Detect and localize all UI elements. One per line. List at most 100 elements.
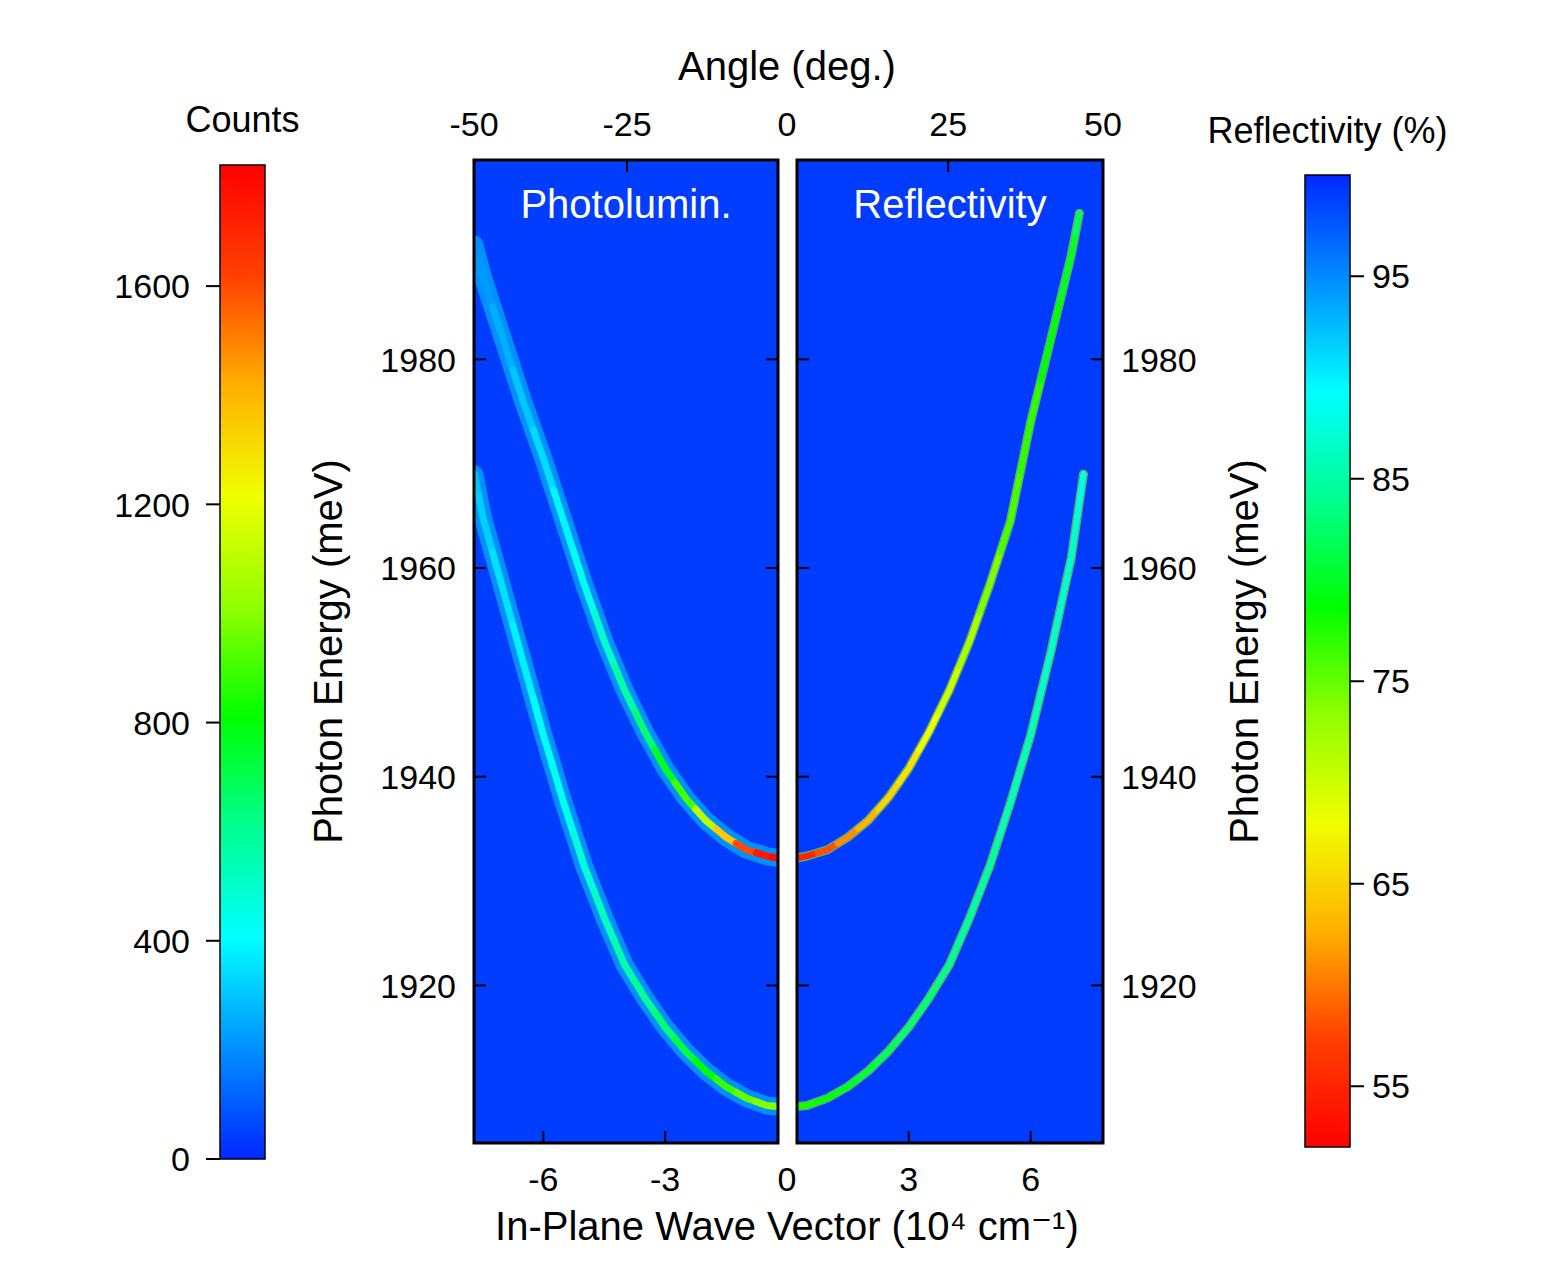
curve-segment [594,892,614,942]
curve-segment [675,1039,695,1061]
curve-segment [1061,234,1075,297]
curve-segment [478,260,492,307]
colorbar-tick-label: 800 [133,704,190,742]
curve-segment [716,829,736,844]
y-axis-title: Photon Energy (meV) [306,459,350,844]
y-tick [797,358,809,360]
curve-segment [655,1013,675,1040]
x-tick [542,1131,544,1143]
x-tick-label: -3 [650,1160,680,1198]
y-tick [766,776,778,778]
curve-halo [797,474,1083,1106]
curve-segment [960,892,980,942]
x2-axis-title: Angle (deg.) [678,44,896,88]
colorbar-tick-label: 95 [1372,257,1410,295]
curve-segment [980,834,1000,891]
curve-segment [696,1061,716,1079]
colorbar-tick [206,503,220,505]
colorbar-title: Counts [185,99,299,140]
curve-segment [919,711,939,750]
colorbar-tick-label: 75 [1372,662,1410,700]
colorbar-tick [1350,478,1364,480]
panel-title: Photolumin. [520,182,731,226]
y-tick-label: 1960 [1121,549,1197,587]
colorbar [1305,175,1350,1147]
colorbar-tick [206,940,220,942]
x-tick-label: 6 [1021,1160,1040,1198]
colorbar-tick [206,285,220,287]
x-tick-label: -6 [528,1160,558,1198]
y-tick [474,984,486,986]
curve-segment [817,844,837,853]
curve-segment [899,750,919,783]
curve-segment [899,1013,919,1040]
x2-tick-label: 0 [777,105,796,143]
curve-segment [594,612,614,665]
curve-segment [878,1039,898,1061]
background [474,160,778,1143]
curve-segment [493,307,513,370]
chart: Photolumin.Reflectivity19201920194019401… [0,0,1546,1271]
curve-segment [1021,380,1041,471]
curve-halo [474,245,778,859]
colorbar-tick-label: 1200 [114,486,190,524]
y-tick [474,358,486,360]
y-tick-label: 1940 [1121,758,1197,796]
colorbar-tick [1350,275,1364,277]
background [797,160,1103,1143]
curve-segment [513,370,533,430]
curve-segment [574,834,594,891]
x2-tick [626,160,628,172]
y-tick [474,776,486,778]
curve-segment [1000,769,1020,834]
colorbar-tick-label: 65 [1372,865,1410,903]
curve-halo [797,213,1079,858]
colorbar-tick-label: 1600 [114,267,190,305]
curve-segment [533,430,553,490]
colorbar-tick [206,722,220,724]
colorbar-tick [206,1158,220,1160]
plot-area [474,160,778,1143]
curve-segment [838,829,858,844]
x2-tick-label: 25 [929,105,967,143]
colorbar-tick [1350,680,1364,682]
curve-segment [838,1079,858,1093]
curve-segment [574,552,594,612]
x2-tick-label: -50 [449,105,498,143]
y-tick [1091,567,1103,569]
y-tick [766,984,778,986]
curve-segment [554,769,574,834]
y-tick [766,567,778,569]
x-tick [664,1131,666,1143]
curve-segment [614,941,634,981]
panel-frame [797,160,1103,1143]
colorbar-tick-label: 400 [133,922,190,960]
y-tick [766,358,778,360]
curve-segment [858,809,878,829]
curve-segment [919,981,939,1012]
y-tick [797,567,809,569]
curve-segment [675,783,695,809]
x2-tick [473,160,475,172]
y-tick-label: 1920 [1121,967,1197,1005]
colorbar-title: Reflectivity (%) [1207,110,1447,151]
curve-segment [980,552,1000,612]
x-tick [908,1131,910,1143]
panel-frame [474,160,778,1143]
curve-segment [960,612,980,665]
colorbar-tick-label: 55 [1372,1067,1410,1105]
curve-segment [1021,693,1041,769]
x-tick [1030,1131,1032,1143]
x-tick-label: 3 [899,1160,918,1198]
curve-segment [533,698,553,768]
curve-segment [1061,516,1077,605]
curve-segment [1075,213,1079,234]
curve-segment [635,711,655,750]
colorbar-tick-label: 0 [171,1140,190,1178]
curve-segment [716,1079,736,1093]
curve-segment [1077,474,1083,516]
curve-segment [878,783,898,809]
y-tick-label: 1920 [380,967,456,1005]
curve-segment [1041,605,1061,694]
curve-segment [554,490,574,553]
